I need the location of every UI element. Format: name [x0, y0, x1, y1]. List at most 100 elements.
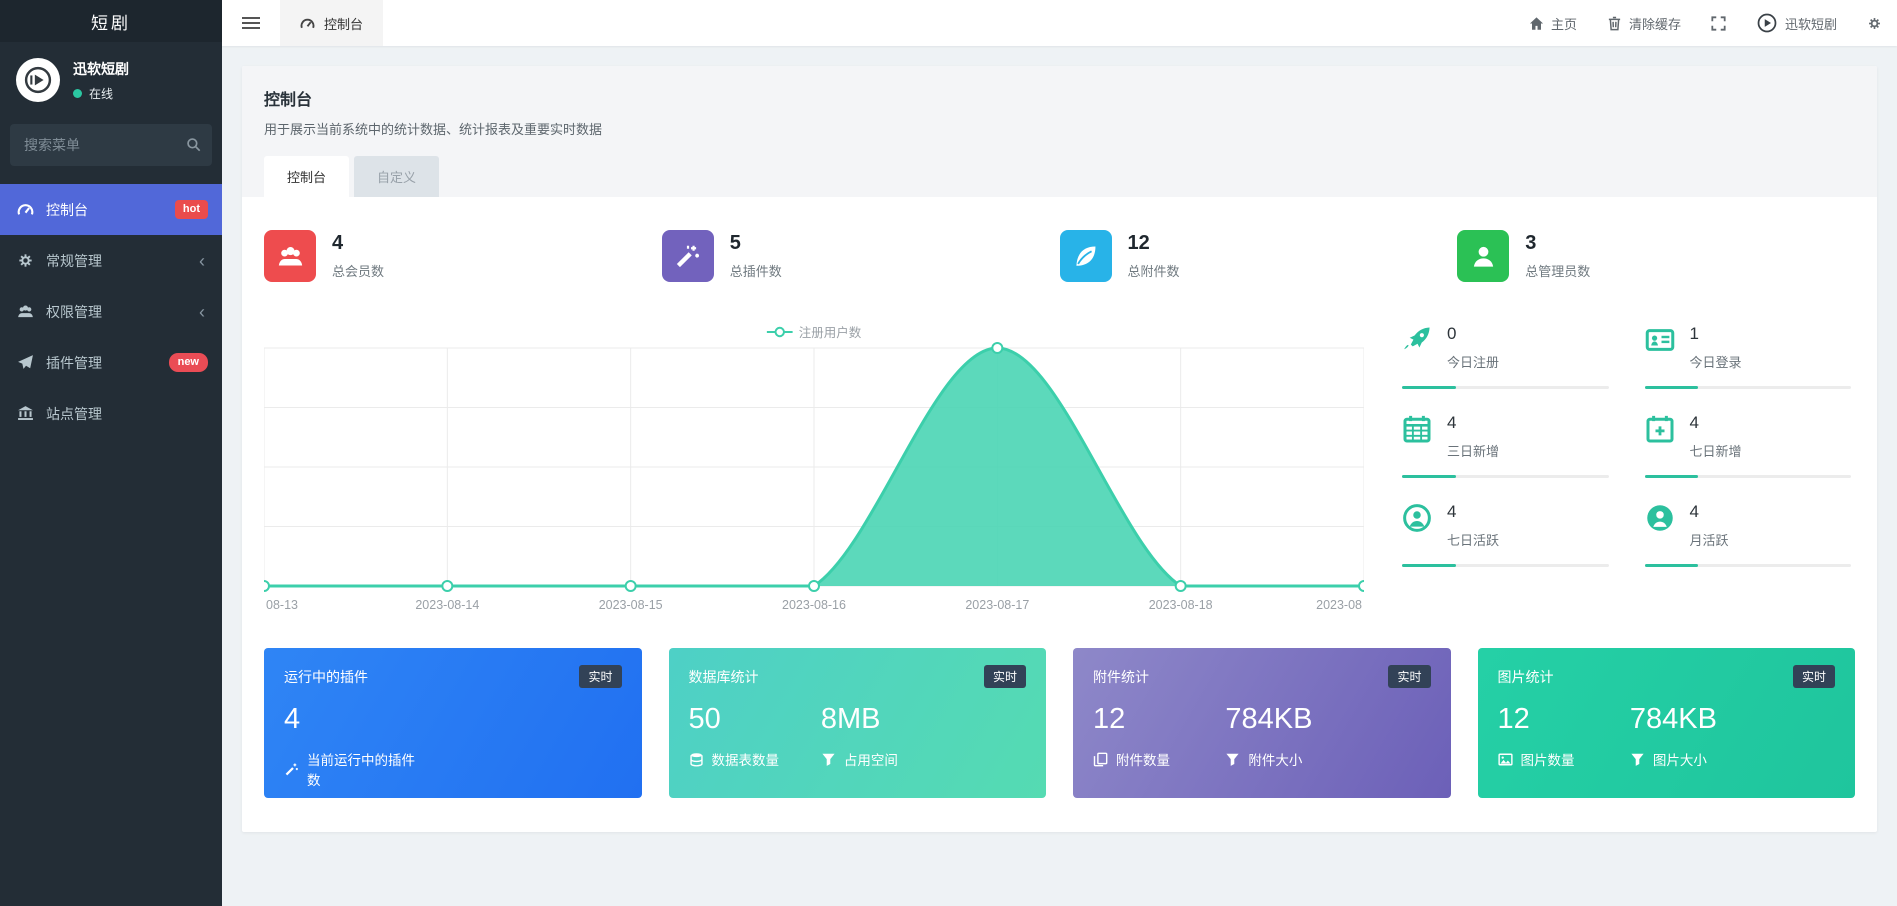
sidebar-item-site[interactable]: 站点管理	[0, 388, 222, 439]
play-logo-icon	[1757, 13, 1777, 33]
side-stat-value: 4	[1447, 413, 1457, 432]
gauge-icon	[300, 18, 315, 28]
svg-text:2023-08: 2023-08	[1316, 598, 1362, 612]
gauge-icon	[17, 204, 34, 215]
legend-label: 注册用户数	[798, 326, 862, 340]
card-metric-label: 图片数量	[1520, 753, 1575, 768]
stat-value: 12	[1127, 232, 1150, 254]
svg-text:2023-08-16: 2023-08-16	[782, 598, 846, 612]
panel-tabs: 控制台 自定义	[264, 156, 1855, 197]
topbar-user-name: 迅软短剧	[1784, 16, 1837, 32]
search-input[interactable]	[10, 124, 212, 166]
filter-icon	[1226, 753, 1239, 766]
topbar-right: 主页 清除缓存 迅软短剧	[1514, 0, 1897, 46]
card-value: 12	[1497, 703, 1530, 735]
realtime-badge: 实时	[1388, 665, 1431, 688]
calendar-plus-icon	[1646, 415, 1674, 443]
card-metric: 图片数量	[1497, 749, 1630, 769]
registrations-chart: 08-13 2023-08-14 2023-08-15 2023-08-16 2023-…	[264, 342, 1364, 612]
rocket-icon	[1404, 327, 1430, 350]
progress-bar	[1644, 386, 1851, 389]
panel-header: 控制台 用于展示当前系统中的统计数据、统计报表及重要实时数据 控制台 自定义	[242, 66, 1877, 197]
card-metric-label: 附件数量	[1116, 753, 1170, 768]
user-name: 迅软短剧	[73, 60, 129, 77]
search-icon[interactable]	[186, 137, 201, 152]
copy-icon	[1093, 752, 1108, 766]
calendar-icon	[1403, 415, 1431, 443]
legend-marker-icon	[766, 326, 793, 337]
users-icon	[264, 230, 316, 282]
card-attachment-stats: 附件统计 实时 12 784KB 附件数量	[1073, 648, 1451, 798]
side-stat-label: 七日新增	[1689, 444, 1742, 459]
side-stat-label: 七日活跃	[1447, 533, 1500, 548]
clear-cache-button[interactable]: 清除缓存	[1592, 0, 1696, 46]
card-metric-label: 附件大小	[1248, 753, 1303, 768]
user-info: 迅软短剧 在线	[73, 59, 129, 102]
realtime-badge: 实时	[983, 665, 1026, 688]
database-icon	[689, 752, 703, 766]
settings-button[interactable]	[1852, 0, 1897, 46]
sidebar-item-addon[interactable]: 插件管理 new	[0, 337, 222, 388]
card-metric: 当前运行中的插件数	[284, 749, 416, 789]
stat-value: 3	[1525, 232, 1537, 254]
sidebar-item-console[interactable]: 控制台 hot	[0, 184, 222, 235]
menu-search	[10, 124, 212, 166]
stat-value: 5	[729, 232, 741, 254]
card-metric: 图片大小	[1630, 749, 1835, 769]
bank-icon	[18, 406, 33, 420]
avatar[interactable]	[16, 58, 60, 102]
progress-bar	[1644, 475, 1851, 478]
filter-icon	[822, 753, 835, 766]
stat-label: 总插件数	[729, 264, 782, 279]
fullscreen-button[interactable]	[1696, 0, 1741, 46]
realtime-badge: 实时	[579, 665, 622, 688]
topbar-tab-console[interactable]: 控制台	[280, 0, 384, 46]
svg-text:2023-08-15: 2023-08-15	[599, 598, 663, 612]
svg-text:08-13: 08-13	[266, 598, 298, 612]
stat-label: 总会员数	[332, 264, 385, 279]
magic-wand-icon	[285, 763, 298, 775]
card-title: 图片统计	[1497, 668, 1554, 685]
card-metric: 数据表数量	[689, 749, 821, 769]
summary-attachments: 12 总附件数	[1059, 230, 1458, 282]
clear-cache-label: 清除缓存	[1628, 16, 1681, 32]
sidebar-toggle-button[interactable]	[222, 0, 280, 46]
side-stat-label: 月活跃	[1689, 533, 1729, 548]
sidebar-item-auth[interactable]: 权限管理 ‹	[0, 286, 222, 337]
svg-text:2023-08-14: 2023-08-14	[415, 598, 479, 612]
card-value: 8MB	[820, 703, 881, 735]
user-panel: 迅软短剧 在线	[0, 42, 222, 114]
progress-bar	[1402, 564, 1609, 567]
home-button[interactable]: 主页	[1514, 0, 1592, 46]
magic-wand-icon	[661, 230, 714, 282]
panel-body: 4 总会员数 5 总插件数	[242, 197, 1877, 832]
side-stat-month-active: 4 月活跃	[1644, 502, 1851, 567]
topbar: 控制台 主页 清除缓存 迅软短剧	[222, 0, 1897, 46]
user-status-label: 在线	[89, 86, 114, 101]
tab-console[interactable]: 控制台	[264, 156, 350, 197]
card-title: 数据库统计	[688, 668, 759, 685]
sidebar-item-label: 权限管理	[46, 303, 102, 320]
sidebar-item-general[interactable]: 常规管理 ‹	[0, 235, 222, 286]
card-value: 784KB	[1629, 703, 1717, 735]
user-icon	[1457, 230, 1510, 282]
card-metric-label: 数据表数量	[711, 753, 780, 768]
stat-label: 总附件数	[1127, 264, 1180, 279]
tab-custom[interactable]: 自定义	[354, 156, 440, 197]
summary-admins: 3 总管理员数	[1457, 230, 1855, 282]
content-area: 控制台 用于展示当前系统中的统计数据、统计报表及重要实时数据 控制台 自定义	[222, 46, 1897, 906]
side-stat-label: 今日登录	[1689, 355, 1742, 370]
chevron-left-icon: ‹	[199, 250, 205, 271]
progress-bar	[1644, 564, 1851, 567]
stat-value: 4	[332, 232, 344, 254]
hot-badge: hot	[174, 200, 208, 219]
page-title: 控制台	[264, 92, 313, 109]
play-logo-icon	[24, 66, 52, 94]
chart-legend[interactable]: 注册用户数	[766, 322, 862, 341]
side-stat-7day-active: 4 七日活跃	[1402, 502, 1609, 567]
side-stat-3day-new: 4 三日新增	[1402, 413, 1609, 478]
home-icon	[1529, 16, 1544, 30]
side-stat-value: 4	[1447, 502, 1457, 521]
user-menu[interactable]: 迅软短剧	[1741, 0, 1852, 46]
chart-row: 注册用户数 08-13 2023-08-14 2023-08-15 2023-08-1…	[264, 318, 1855, 620]
